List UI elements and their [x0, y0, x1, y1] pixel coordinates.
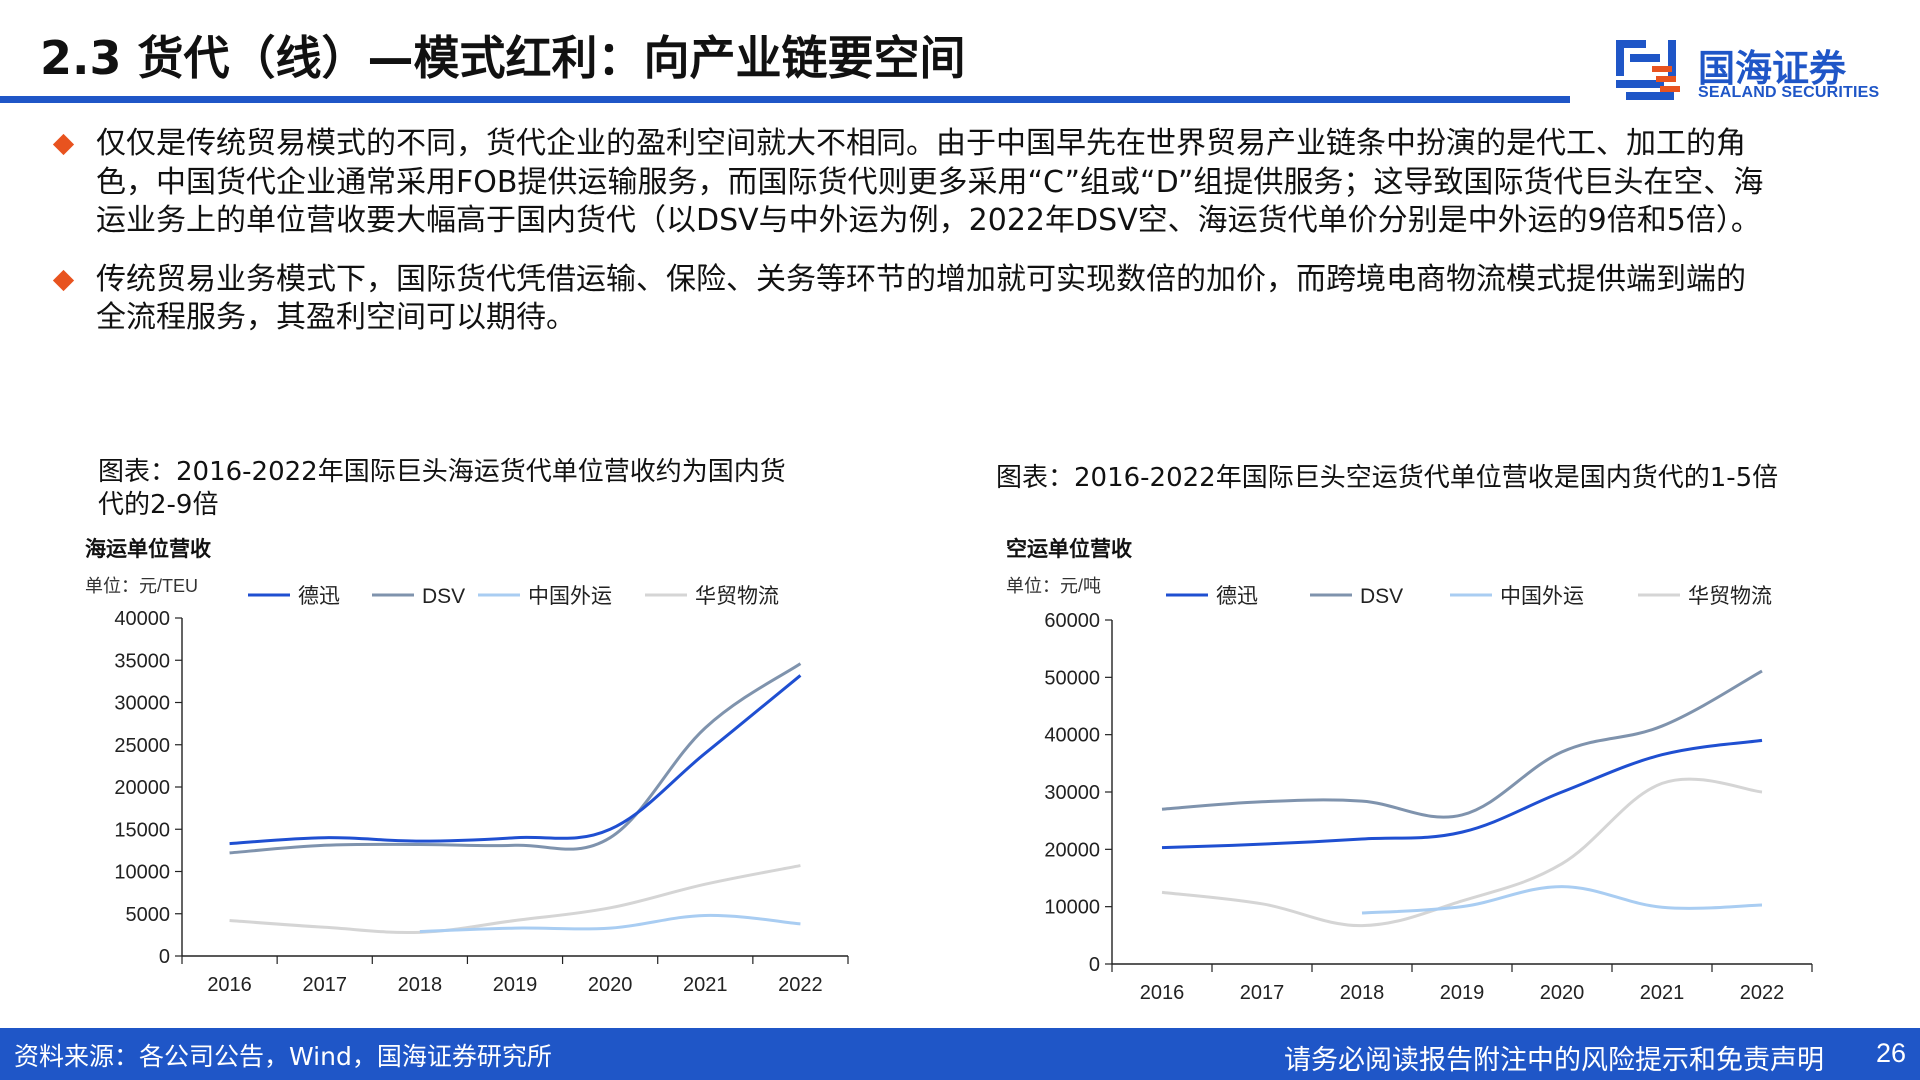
y-tick-label: 60000: [1044, 610, 1100, 632]
sealand-logo-icon: [1616, 40, 1680, 100]
y-tick-label: 15000: [114, 819, 170, 841]
bullet-text: 仅仅是传统贸易模式的不同，货代企业的盈利空间就大不相同。由于中国早先在世界贸易产…: [96, 126, 1764, 238]
x-tick-label: 2019: [493, 974, 538, 996]
y-tick-label: 25000: [114, 735, 170, 757]
legend-label: 华贸物流: [1688, 585, 1772, 608]
x-tick-label: 2017: [302, 974, 347, 996]
legend-label: 德迅: [298, 585, 340, 608]
series-line-0: [229, 674, 802, 846]
chart-caption-air: 图表：2016-2022年国际巨头空运货代单位营收是国内货代的1-5倍: [996, 463, 1779, 493]
series-line-3: [229, 864, 801, 935]
title-divider: [0, 96, 1570, 103]
y-tick-label: 50000: [1044, 667, 1100, 689]
y-tick-label: 0: [1089, 954, 1100, 976]
y-tick-label: 5000: [126, 904, 171, 926]
page-title: 2.3 货代（线）—模式红利：向产业链要空间: [40, 31, 966, 85]
series-line-2: [419, 913, 801, 933]
sea-freight-chart: 海运单位营收单位：元/TEU 德迅 DSV 中国外运 华贸物流 0 5000 10000 150…: [80, 530, 880, 1010]
chart-caption-sea: 图表：2016-2022年国际巨头海运货代单位营收约为国内货代的2-9倍: [98, 457, 786, 520]
y-tick-label: 0: [159, 946, 170, 968]
series-line-1: [1161, 669, 1763, 819]
air-freight-chart: 空运单位营收单位：元/吨 德迅 DSV 中国外运 华贸物流 0 10000 20000 3000…: [996, 530, 1836, 1010]
legend-label: DSV: [422, 585, 465, 608]
diamond-bullet-icon: [52, 133, 75, 156]
x-tick-label: 2019: [1440, 982, 1485, 1004]
x-tick-label: 2018: [1340, 982, 1385, 1004]
bullet-item: 传统贸易业务模式下，国际货代凭借运输、保险、关务等环节的增加就可实现数倍的加价，…: [50, 261, 1770, 338]
x-tick-label: 2020: [588, 974, 633, 996]
diamond-bullet-icon: [52, 269, 75, 291]
y-tick-label: 30000: [114, 693, 170, 715]
y-tick-label: 20000: [1044, 839, 1100, 861]
legend-label: 华贸物流: [695, 585, 779, 608]
unit-label: 单位：元/TEU: [85, 576, 198, 596]
y-tick-label: 20000: [114, 777, 170, 799]
footer-bar: 资料来源：各公司公告，Wind，国海证券研究所 请务必阅读报告附注中的风险提示和…: [0, 1028, 1920, 1080]
y-tick-label: 40000: [1044, 725, 1100, 747]
series-line-1: [229, 662, 802, 855]
unit-label: 单位：元/吨: [1006, 576, 1101, 596]
legend-label: 德迅: [1216, 585, 1258, 608]
y-tick-label: 30000: [1044, 782, 1100, 804]
x-tick-label: 2018: [398, 974, 443, 996]
footer-disclaimer: 请务必阅读报告附注中的风险提示和免责声明: [1284, 1045, 1824, 1076]
bullet-text: 传统贸易业务模式下，国际货代凭借运输、保险、关务等环节的增加就可实现数倍的加价，…: [96, 261, 1746, 336]
chart-title: 空运单位营收: [1006, 537, 1132, 561]
x-tick-label: 2021: [683, 974, 728, 996]
legend-label: DSV: [1360, 585, 1403, 608]
legend-label: 中国外运: [1500, 585, 1584, 608]
x-tick-label: 2016: [207, 974, 252, 996]
legend-label: 中国外运: [528, 585, 612, 608]
y-tick-label: 40000: [114, 608, 170, 630]
y-tick-label: 35000: [114, 650, 170, 672]
x-tick-label: 2021: [1640, 982, 1685, 1004]
y-tick-label: 10000: [1044, 897, 1100, 919]
logo-en-text: SEALAND SECURITIES: [1698, 84, 1880, 101]
bullet-item: 仅仅是传统贸易模式的不同，货代企业的盈利空间就大不相同。由于中国早先在世界贸易产…: [50, 125, 1770, 241]
x-tick-label: 2022: [778, 974, 823, 996]
company-logo: 国海证券 SEALAND SECURITIES: [1612, 36, 1882, 106]
series-line-0: [1161, 738, 1763, 850]
x-tick-label: 2016: [1140, 982, 1185, 1004]
y-tick-label: 10000: [114, 862, 170, 884]
footer-source: 资料来源：各公司公告，Wind，国海证券研究所: [14, 1042, 552, 1071]
x-tick-label: 2022: [1740, 982, 1785, 1004]
logo-cn-text: 国海证券: [1698, 47, 1846, 90]
x-tick-label: 2017: [1240, 982, 1285, 1004]
page-number: 26: [1875, 1038, 1906, 1068]
bullet-list: 仅仅是传统贸易模式的不同，货代企业的盈利空间就大不相同。由于中国早先在世界贸易产…: [50, 125, 1770, 358]
series-line-2: [1361, 885, 1763, 915]
x-tick-label: 2020: [1540, 982, 1585, 1004]
chart-title: 海运单位营收: [85, 537, 211, 561]
